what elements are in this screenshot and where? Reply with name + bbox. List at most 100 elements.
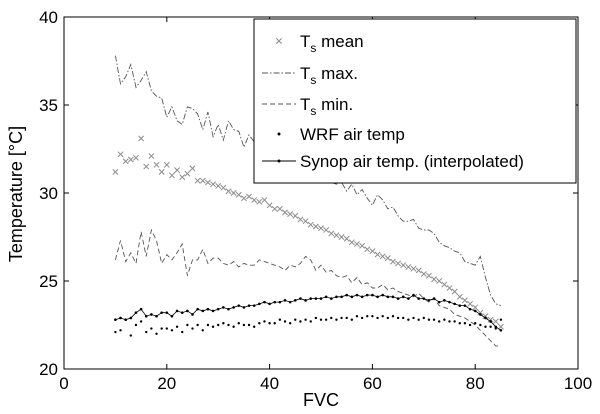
synop-point <box>443 299 446 302</box>
ts-mean-point <box>456 293 463 300</box>
synop-point <box>340 295 343 299</box>
wrf-point <box>396 316 400 320</box>
series-wrf <box>114 315 503 337</box>
synop-point <box>479 313 482 316</box>
synop-point <box>201 309 205 313</box>
synop-point <box>417 297 420 300</box>
synop-point <box>365 293 369 297</box>
wrf-point <box>499 318 503 321</box>
ts-mean-point <box>431 276 438 283</box>
x-tick-label: 40 <box>260 374 279 393</box>
synop-point <box>114 318 117 322</box>
synop-point <box>412 293 415 297</box>
ts-mean-point <box>261 197 268 203</box>
ts-mean-point <box>472 304 479 311</box>
wrf-point <box>160 327 163 330</box>
wrf-point <box>237 322 240 325</box>
wrf-point <box>129 334 133 337</box>
wrf-point <box>217 323 220 327</box>
synop-point <box>144 314 148 318</box>
synop-point <box>263 300 266 304</box>
synop-point <box>232 306 235 309</box>
wrf-point <box>273 322 276 325</box>
wrf-point <box>402 316 405 320</box>
wrf-point <box>345 316 348 320</box>
synop-point <box>283 299 287 302</box>
legend-label-ts_max: Ts max. <box>300 64 358 87</box>
synop-point <box>345 293 349 297</box>
ts-mean-point <box>461 297 468 304</box>
legend-marker-synop <box>262 159 296 163</box>
wrf-point <box>407 318 410 321</box>
wrf-point <box>278 318 282 321</box>
ts-mean-point <box>369 248 376 255</box>
synop-point <box>350 295 354 299</box>
synop-point <box>458 304 462 307</box>
ts-min-line <box>114 228 501 347</box>
ts-mean-point <box>292 212 299 219</box>
ts-mean-point <box>405 263 412 270</box>
synop-point <box>160 311 163 314</box>
synop-point <box>196 307 199 311</box>
wrf-point <box>412 316 415 320</box>
wrf-point <box>458 322 461 325</box>
wrf-point <box>494 327 497 330</box>
synop-point <box>237 304 241 307</box>
ts-mean-point <box>194 177 201 184</box>
wrf-point <box>376 316 379 320</box>
synop-point <box>463 304 467 307</box>
wrf-point <box>422 316 425 320</box>
ts-mean-point <box>127 156 134 163</box>
ts-mean-point <box>199 177 206 184</box>
wrf-point <box>288 322 292 325</box>
ts-mean-point <box>158 168 165 175</box>
ts-mean-point <box>297 216 304 223</box>
series-ts_mean <box>112 135 504 330</box>
ts-mean-point <box>168 172 175 179</box>
wrf-point <box>201 329 204 332</box>
ts-mean-point <box>390 258 396 265</box>
x-tick-label: 100 <box>564 374 592 393</box>
wrf-point <box>114 330 117 334</box>
synop-point <box>273 300 277 304</box>
ts-mean-point <box>230 190 237 196</box>
synop-point <box>227 307 230 311</box>
y-axis-title: Temperature [°C] <box>6 126 26 262</box>
wrf-point <box>196 323 199 327</box>
x-tick-label: 60 <box>363 374 382 393</box>
ts-mean-point <box>143 163 150 170</box>
synop-point <box>294 299 297 302</box>
wrf-point <box>432 318 436 321</box>
ts-mean-point <box>338 234 345 240</box>
ts-mean-point <box>436 278 443 284</box>
synop-point <box>329 297 333 300</box>
wrf-point <box>335 318 338 321</box>
synop-point <box>314 297 318 300</box>
wrf-point <box>474 322 477 325</box>
legend-label-ts_mean: Ts mean <box>300 32 364 55</box>
wrf-point <box>258 322 261 325</box>
wrf-point <box>453 320 456 323</box>
ts-mean-point <box>179 174 186 181</box>
ts-mean-point <box>415 267 422 274</box>
ts-mean-point <box>364 246 371 253</box>
synop-point <box>288 300 292 304</box>
ts-mean-point <box>266 202 273 209</box>
ts-mean-point <box>271 205 278 212</box>
synop-point <box>355 293 359 297</box>
legend-box <box>253 18 577 184</box>
legend: Ts mean Ts max. Ts min. WRF air temp Synop a… <box>253 18 577 184</box>
ts-mean-point <box>256 198 263 205</box>
ts-mean-point <box>174 167 181 174</box>
wrf-point <box>360 316 364 320</box>
wrf-point <box>350 318 354 321</box>
wrf-point <box>263 320 266 323</box>
ts-mean-point <box>210 181 217 188</box>
ts-mean-point <box>163 161 170 168</box>
synop-point <box>258 302 261 306</box>
synop-point <box>473 309 477 313</box>
ts-mean-point <box>302 218 309 225</box>
synop-point <box>484 316 487 320</box>
synop-point <box>186 309 189 313</box>
